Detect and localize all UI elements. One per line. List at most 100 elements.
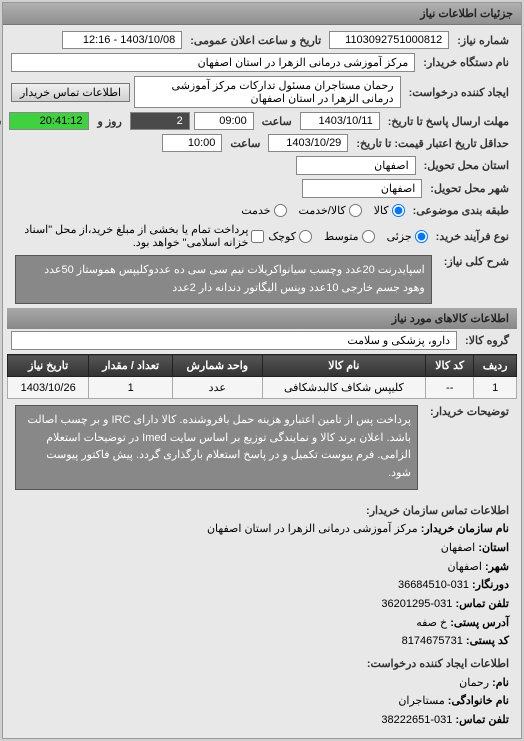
label-desc: شرح کلی نیاز: (440, 253, 513, 270)
buyer-contact-button[interactable]: اطلاعات تماس خریدار (11, 83, 130, 102)
label-fax: دورنگار: (472, 579, 509, 591)
panel-title: جزئیات اطلاعات نیاز (3, 3, 521, 25)
radio-large-label: جزئی (387, 230, 412, 243)
line-req-name: نام: رحمان (15, 674, 509, 693)
radio-medium-label: متوسط (324, 230, 359, 243)
val-phone: 031-36201295 (381, 598, 452, 610)
val-postal: 8174675731 (402, 635, 463, 647)
radio-small-label: کوچک (268, 230, 296, 243)
radio-goods[interactable]: کالا (374, 204, 405, 217)
radio-medium[interactable]: متوسط (324, 230, 375, 243)
row-city: شهر محل تحویل: اصفهان (7, 177, 517, 200)
label-province: استان محل تحویل: (420, 157, 513, 174)
subject-radio-group: کالا کالا/خدمت خدمت (241, 204, 404, 217)
radio-small-input[interactable] (299, 230, 312, 243)
label-province2: استان: (478, 542, 509, 554)
radio-large[interactable]: جزئی (387, 230, 428, 243)
label-day: روز و (93, 113, 125, 130)
radio-small[interactable]: کوچک (268, 230, 312, 243)
field-city: اصفهان (302, 179, 422, 198)
panel-body: شماره نیاز: 1103092751000812 تاریخ و ساع… (3, 25, 521, 738)
buy-process-radio-group: جزئی متوسط کوچک (268, 230, 427, 243)
radio-service[interactable]: کالا/خدمت (299, 204, 362, 217)
cell-date: 1403/10/26 (8, 377, 89, 399)
val-province2: اصفهان (441, 542, 475, 554)
radio-service-label: کالا/خدمت (299, 204, 346, 217)
contact-title: اطلاعات تماس سازمان خریدار: (15, 502, 509, 521)
row-reply-deadline: مهلت ارسال پاسخ تا تاریخ: 1403/10/11 ساع… (7, 110, 517, 132)
payment-checkbox-item[interactable]: پرداخت تمام یا بخشی از مبلغ خرید،از محل … (11, 223, 264, 249)
field-reply-date: 1403/10/11 (300, 112, 380, 130)
field-province: اصفهان (296, 156, 416, 175)
label-req-name: نام: (492, 677, 509, 689)
label-remaining: ساعت باقی مانده (0, 113, 5, 130)
row-subject-group: طبقه بندی موضوعی: کالا کالا/خدمت خدمت (7, 200, 517, 221)
field-reply-time: 09:00 (194, 112, 254, 130)
label-buyer-notes: توضیحات خریدار: (426, 403, 513, 420)
table-row[interactable]: 1 -- کلیپس شکاف کالبدشکافی عدد 1 1403/10… (8, 377, 517, 399)
line-fax: دورنگار: 031-36684510 (15, 576, 509, 595)
line-phone: تلفن تماس: 031-36201295 (15, 595, 509, 614)
field-price-time: 10:00 (162, 134, 222, 152)
radio-service-only-label: خدمت (241, 204, 270, 217)
radio-goods-label: کالا (374, 204, 389, 217)
label-req-phone: تلفن تماس: (455, 714, 509, 726)
field-requester: رحمان مستاجران مسئول تدارکات مرکز آموزشی… (134, 76, 401, 108)
label-req-surname: نام خانوادگی: (448, 695, 509, 707)
line-req-surname: نام خانوادگی: مستاجران (15, 692, 509, 711)
label-time-1: ساعت (258, 113, 296, 130)
items-table-header-row: ردیف کد کالا نام کالا واحد شمارش تعداد /… (8, 355, 517, 377)
val-city2: اصفهان (447, 561, 481, 573)
label-reply-deadline: مهلت ارسال پاسخ تا تاریخ: (384, 113, 513, 130)
label-creator-device: نام دستگاه خریدار: (419, 54, 513, 71)
label-buy-process: نوع فرآیند خرید: (432, 228, 513, 245)
col-qty: تعداد / مقدار (89, 355, 173, 377)
items-table-head: ردیف کد کالا نام کالا واحد شمارش تعداد /… (8, 355, 517, 377)
row-goods-group: گروه کالا: دارو، پزشکی و سلامت (7, 329, 517, 352)
label-requester: ایجاد کننده درخواست: (405, 84, 513, 101)
items-section-title: اطلاعات کالاهای مورد نیاز (7, 308, 517, 329)
label-subject-group: طبقه بندی موضوعی: (409, 202, 513, 219)
label-need-number: شماره نیاز: (453, 32, 513, 49)
label-price-date: حداقل تاریخ اعتبار قیمت: تا تاریخ: (352, 135, 513, 152)
col-name: نام کالا (262, 355, 425, 377)
line-req-phone: تلفن تماس: 031-38222651 (15, 711, 509, 730)
items-table-body: 1 -- کلیپس شکاف کالبدشکافی عدد 1 1403/10… (8, 377, 517, 399)
payment-checkbox[interactable] (251, 230, 264, 243)
row-desc: شرح کلی نیاز: اسپایدرنت 20عدد وچسب سیانو… (7, 251, 517, 308)
line-address: آدرس پستی: خ صفه (15, 614, 509, 633)
col-unit: واحد شمارش (172, 355, 262, 377)
row-need-number: شماره نیاز: 1103092751000812 تاریخ و ساع… (7, 29, 517, 51)
main-panel: جزئیات اطلاعات نیاز شماره نیاز: 11030927… (2, 2, 522, 739)
field-days: 2 (130, 112, 190, 130)
radio-service-input[interactable] (349, 204, 362, 217)
label-city: شهر محل تحویل: (426, 180, 513, 197)
line-org-name: نام سازمان خریدار: مرکز آموزشی درمانی ال… (15, 520, 509, 539)
cell-qty: 1 (89, 377, 173, 399)
radio-service-only[interactable]: خدمت (241, 204, 286, 217)
field-public-date: 1403/10/08 - 12:16 (62, 31, 182, 49)
radio-large-input[interactable] (415, 230, 428, 243)
cell-name: کلیپس شکاف کالبدشکافی (262, 377, 425, 399)
val-address: خ صفه (416, 617, 447, 629)
cell-code: -- (426, 377, 474, 399)
radio-service-only-input[interactable] (274, 204, 287, 217)
col-date: تاریخ نیاز (8, 355, 89, 377)
row-buyer-notes: توضیحات خریدار: پرداخت پس از تامین اعتبا… (7, 401, 517, 493)
label-address: آدرس پستی: (450, 617, 509, 629)
val-req-phone: 031-38222651 (381, 714, 452, 726)
val-fax: 031-36684510 (398, 579, 469, 591)
line-province: استان: اصفهان (15, 539, 509, 558)
cell-unit: عدد (172, 377, 262, 399)
val-org-name: مرکز آموزشی درمانی الزهرا در استان اصفها… (207, 523, 418, 535)
radio-medium-input[interactable] (362, 230, 375, 243)
items-table: ردیف کد کالا نام کالا واحد شمارش تعداد /… (7, 354, 517, 399)
contact-block: اطلاعات تماس سازمان خریدار: نام سازمان خ… (7, 494, 517, 734)
buyer-notes-box: پرداخت پس از تامین اعتبارو هزینه حمل باف… (15, 405, 418, 489)
col-code: کد کالا (426, 355, 474, 377)
radio-goods-input[interactable] (392, 204, 405, 217)
req-creator-title: اطلاعات ایجاد کننده درخواست: (15, 655, 509, 674)
row-province: استان محل تحویل: اصفهان (7, 154, 517, 177)
payment-note: پرداخت تمام یا بخشی از مبلغ خرید،از محل … (11, 223, 248, 249)
val-req-name: رحمان (459, 677, 489, 689)
